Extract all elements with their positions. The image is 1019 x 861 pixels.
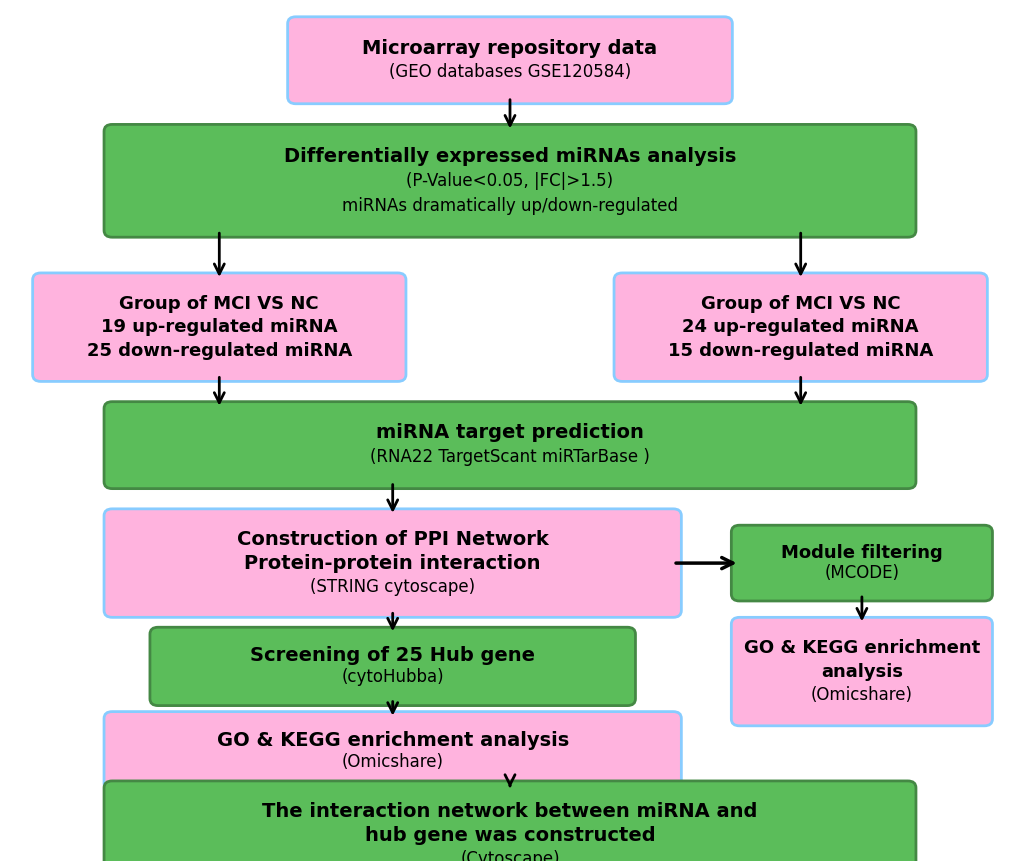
Text: Screening of 25 Hub gene: Screening of 25 Hub gene: [250, 646, 535, 666]
FancyBboxPatch shape: [33, 273, 406, 381]
FancyBboxPatch shape: [104, 711, 681, 790]
Text: 15 down-regulated miRNA: 15 down-regulated miRNA: [667, 342, 932, 360]
Text: (cytoHubba): (cytoHubba): [341, 668, 443, 686]
Text: analysis: analysis: [820, 663, 902, 680]
Text: miRNAs dramatically up/down-regulated: miRNAs dramatically up/down-regulated: [341, 196, 678, 214]
Text: (GEO databases GSE120584): (GEO databases GSE120584): [388, 64, 631, 82]
FancyBboxPatch shape: [150, 627, 635, 706]
Text: (Omicshare): (Omicshare): [341, 753, 443, 771]
Text: Group of MCI VS NC: Group of MCI VS NC: [119, 294, 319, 313]
Text: 19 up-regulated miRNA: 19 up-regulated miRNA: [101, 319, 337, 336]
Text: (MCODE): (MCODE): [823, 565, 899, 582]
Text: 24 up-regulated miRNA: 24 up-regulated miRNA: [682, 319, 918, 336]
FancyBboxPatch shape: [104, 781, 915, 861]
FancyBboxPatch shape: [731, 525, 991, 601]
Text: Differentially expressed miRNAs analysis: Differentially expressed miRNAs analysis: [283, 146, 736, 165]
FancyBboxPatch shape: [104, 124, 915, 237]
FancyBboxPatch shape: [613, 273, 986, 381]
Text: hub gene was constructed: hub gene was constructed: [365, 826, 654, 845]
Text: Module filtering: Module filtering: [781, 544, 942, 561]
Text: Construction of PPI Network: Construction of PPI Network: [236, 530, 548, 549]
Text: GO & KEGG enrichment analysis: GO & KEGG enrichment analysis: [216, 730, 569, 750]
Text: Protein-protein interaction: Protein-protein interaction: [245, 554, 540, 573]
Text: GO & KEGG enrichment: GO & KEGG enrichment: [743, 639, 979, 657]
Text: The interaction network between miRNA and: The interaction network between miRNA an…: [262, 802, 757, 821]
Text: 25 down-regulated miRNA: 25 down-regulated miRNA: [87, 342, 352, 360]
Text: (P-Value<0.05, |FC|>1.5): (P-Value<0.05, |FC|>1.5): [406, 172, 613, 189]
Text: (STRING cytoscape): (STRING cytoscape): [310, 578, 475, 596]
Text: Group of MCI VS NC: Group of MCI VS NC: [700, 294, 900, 313]
FancyBboxPatch shape: [104, 401, 915, 489]
FancyBboxPatch shape: [104, 509, 681, 617]
FancyBboxPatch shape: [731, 617, 991, 726]
Text: (Cytoscape): (Cytoscape): [460, 850, 559, 861]
Text: (RNA22 TargetScant miRTarBase ): (RNA22 TargetScant miRTarBase ): [370, 449, 649, 467]
Text: miRNA target prediction: miRNA target prediction: [376, 424, 643, 443]
FancyBboxPatch shape: [287, 16, 732, 103]
Text: Microarray repository data: Microarray repository data: [362, 39, 657, 58]
Text: (Omicshare): (Omicshare): [810, 686, 912, 704]
